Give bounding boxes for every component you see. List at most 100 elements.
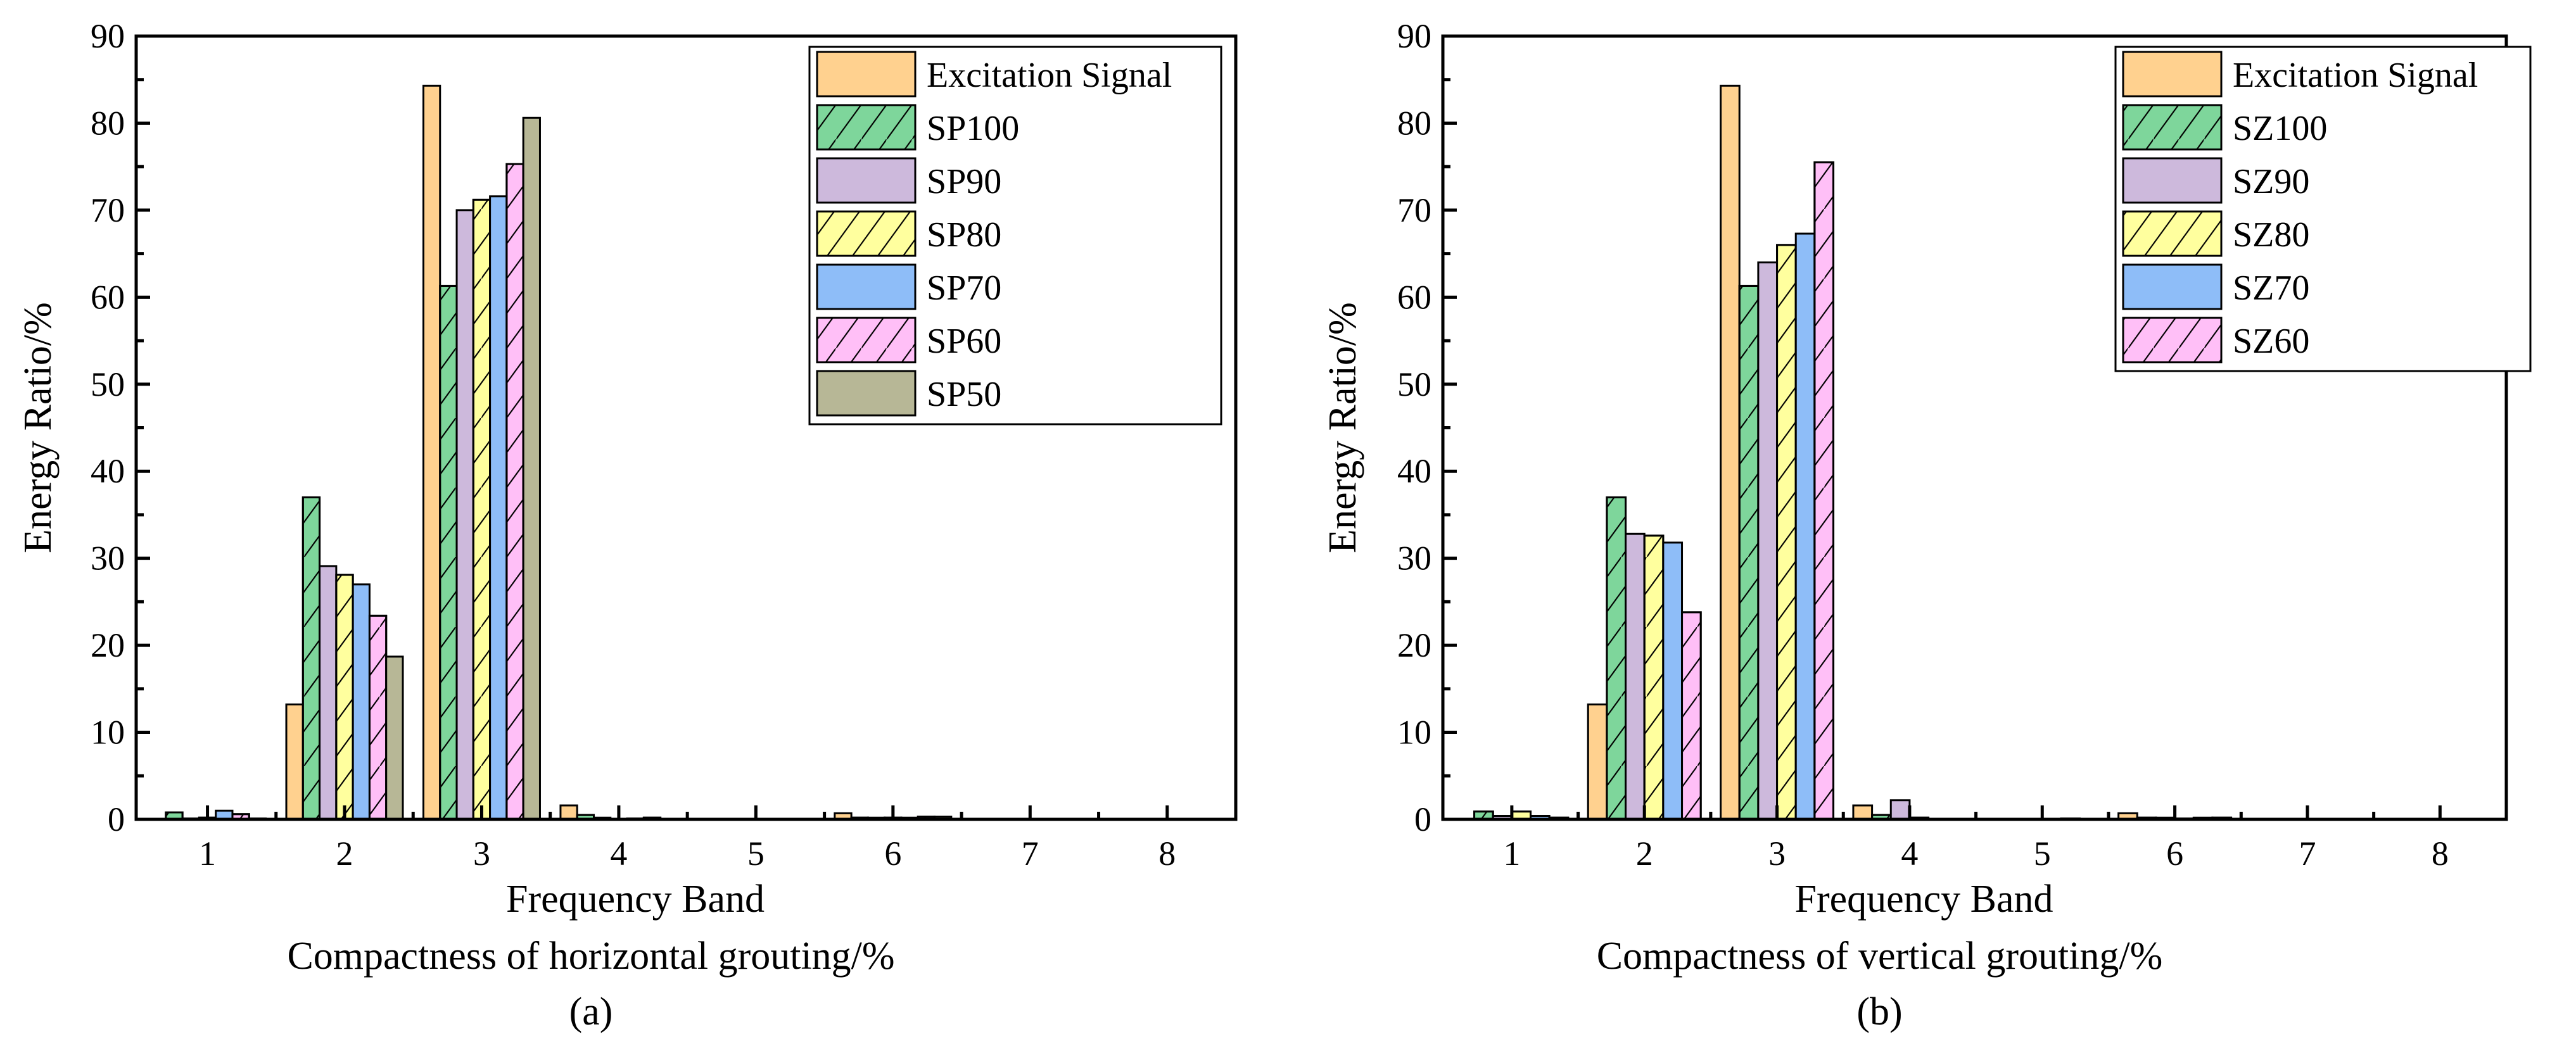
y-tick-label: 30 [1397,539,1431,577]
y-tick-label: 90 [91,17,125,55]
legend: Excitation Signal SZ100 SZ90 SZ80 SZ70 SZ60 [2114,46,2532,372]
legend-swatch [816,370,917,417]
legend-item: SP50 [816,370,1001,417]
bar-hatch [368,614,388,821]
bar-sp90-band-2 [319,565,338,821]
panel-label: (b) [1856,990,1902,1033]
y-tick-label: 70 [91,191,125,229]
bar-hatch [301,496,321,821]
bar-sz70-band-3 [1794,232,1816,821]
legend-label: SP90 [927,162,1001,201]
bar-hatch [1813,161,1835,821]
y-tick-label: 90 [1397,17,1431,55]
bar-excitation-signal-band-4 [559,804,578,821]
legend-item: SZ70 [2122,263,2309,310]
bar-excitation-signal-band-3 [1720,84,1741,821]
legend-swatch [2122,51,2223,98]
y-tick-label: 80 [1397,104,1431,142]
legend-label: SP100 [927,109,1019,148]
legend-item: SZ90 [2122,157,2309,204]
x-tick-label: 4 [610,835,627,873]
y-tick-label: 50 [91,365,125,403]
x-tick-label: 5 [2034,835,2051,873]
legend-label: SZ90 [2233,162,2309,201]
bar-hatch [1738,284,1760,821]
bar-hatch [472,198,492,821]
x-tick-label: 8 [2432,835,2449,873]
panel-label: (a) [569,990,613,1033]
bar-hatch [1606,496,1627,821]
x-tick-label: 4 [1901,835,1918,873]
legend-item: SP100 [816,104,1019,151]
legend-swatch-hatch [816,317,917,363]
y-tick-label: 10 [91,714,125,752]
bar-sz90-band-3 [1757,261,1779,821]
legend-label: SP80 [927,215,1001,255]
x-tick-label: 7 [2299,835,2316,873]
legend-item: Excitation Signal [816,51,1172,98]
y-tick-label: 0 [1414,800,1431,838]
legend-item: SP60 [816,317,1001,363]
legend-label: SP70 [927,268,1001,308]
legend-label: SZ100 [2233,109,2327,148]
legend-label: Excitation Signal [927,56,1172,95]
legend-swatch [2122,263,2223,310]
x-axis-title: Frequency Band [506,878,765,921]
legend-label: SZ70 [2233,268,2309,308]
x-tick-label: 1 [199,835,216,873]
legend-item: SP90 [816,157,1001,204]
y-tick-label: 70 [1397,191,1431,229]
bar-hatch [1776,244,1797,821]
y-tick-label: 20 [91,626,125,664]
bar-sz70-band-2 [1662,541,1684,821]
legend-label: SP50 [927,375,1001,414]
x-tick-label: 6 [2166,835,2183,873]
x-tick-label: 2 [1636,835,1653,873]
chart-subtitle: Compactness of horizontal grouting/% [287,935,894,978]
x-axis-title: Frequency Band [1794,878,2053,921]
legend-swatch [2122,157,2223,204]
y-tick-label: 0 [108,800,125,838]
y-axis-title: Energy Ratio/% [1321,302,1364,553]
y-tick-label: 40 [1397,452,1431,490]
y-tick-label: 80 [91,104,125,142]
legend-label: SP60 [927,322,1001,361]
bar-hatch [505,163,524,821]
y-tick-label: 50 [1397,365,1431,403]
legend-item: SP80 [816,210,1001,257]
x-tick-label: 7 [1022,835,1039,873]
y-tick-label: 30 [91,539,125,577]
y-tick-label: 10 [1397,714,1431,752]
chart-subtitle: Compactness of vertical grouting/% [1597,935,2163,978]
legend-label: Excitation Signal [2233,56,2478,95]
y-axis-title: Energy Ratio/% [16,302,60,553]
legend-item: Excitation Signal [2122,51,2478,98]
bar-hatch [335,574,354,821]
bar-hatch [1681,611,1702,821]
chart-panel-b: 0 10 20 30 40 50 60 70 80 90 1 2 3 4 5 6 7 8 Frequency Ban… [1321,17,2532,1033]
x-tick-label: 2 [336,835,353,873]
y-tick-label: 40 [91,452,125,490]
legend: Excitation Signal SP100 SP90 SP80 SP70 SP60 SP… [808,46,1222,426]
y-tick-label: 20 [1397,626,1431,664]
bar-excitation-signal-band-2 [285,703,304,821]
legend-swatch-hatch [816,210,917,257]
bar-sz90-band-4 [1889,799,1911,821]
x-tick-label: 1 [1503,835,1520,873]
bar-sp70-band-3 [489,195,508,821]
bar-sp50-band-3 [522,117,541,821]
x-tick-label: 3 [473,835,490,873]
bar-sz90-band-2 [1625,533,1646,821]
legend-swatch [816,263,917,310]
bar-sp50-band-2 [385,655,404,821]
legend-item: SZ60 [2122,317,2309,363]
legend-swatch [816,157,917,204]
legend-swatch [816,51,917,98]
legend-item: SZ100 [2122,104,2327,151]
bar-excitation-signal-band-2 [1587,703,1608,821]
x-tick-label: 6 [884,835,901,873]
bar-excitation-signal-band-3 [422,84,441,821]
bar-hatch [1643,534,1665,821]
legend-swatch-hatch [2122,317,2223,363]
